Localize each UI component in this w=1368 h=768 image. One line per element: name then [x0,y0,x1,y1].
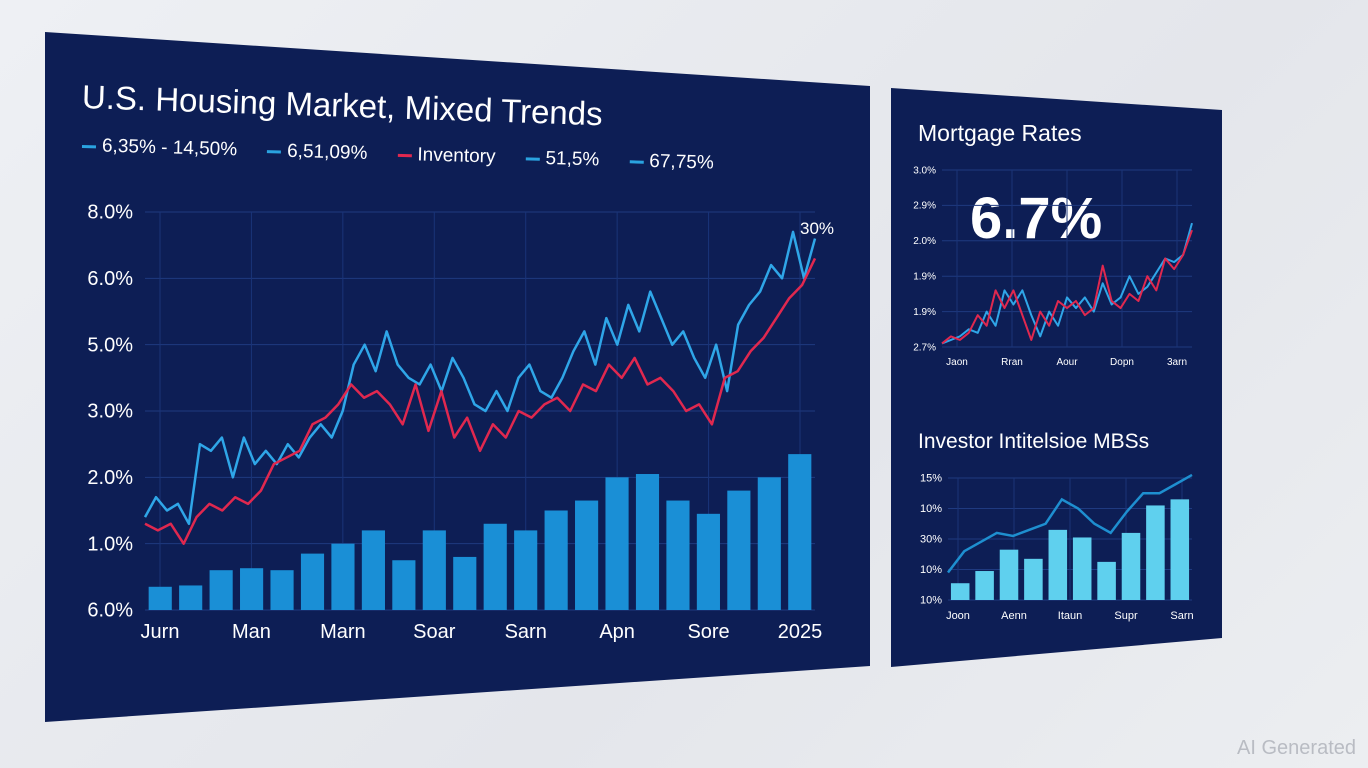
y-tick-label: 2.7% [913,342,936,353]
x-tick-label: Jaon [946,357,968,368]
mortgage-rates-title: Mortgage Rates [918,120,1082,146]
bar [727,490,751,610]
x-tick-label: 2025 [778,621,823,643]
y-tick-label: 1.9% [913,307,936,318]
bar [544,510,568,610]
x-tick-label: Soar [413,621,456,643]
bar [392,560,416,610]
x-tick-label: Man [232,621,271,643]
bar [1170,499,1190,600]
y-tick-label: 6.0% [87,268,133,290]
x-tick-label: Dopn [1110,357,1134,368]
series-line-rates [143,230,817,526]
x-tick-label: Apn [599,621,635,643]
y-tick-label: 5.0% [87,334,133,356]
x-tick-label: Sarn [505,621,547,643]
y-tick-label: 2.0% [87,467,133,489]
bar [757,477,781,610]
y-tick-label: 10% [920,564,942,576]
y-tick-label: 30% [920,534,942,546]
bar [975,571,994,600]
y-tick-label: 10% [920,503,942,515]
bar [453,556,477,610]
bar [999,549,1019,600]
y-tick-label: 1.9% [913,272,936,283]
bar [1072,537,1092,600]
bar [148,586,172,610]
bar [240,568,264,610]
x-tick-label: Rran [1001,357,1023,368]
bar [270,570,294,610]
y-tick-label: 15% [920,473,942,485]
trend-line [947,473,1193,574]
bar [1121,532,1141,600]
bar [696,513,720,610]
bar [179,585,203,610]
y-tick-label: 2.0% [913,236,936,247]
bar [666,500,690,610]
x-tick-label: Joon [946,610,970,622]
y-tick-label: 6.0% [87,600,133,622]
x-tick-label: Marn [320,621,366,643]
y-tick-label: 8.0% [87,202,133,224]
x-tick-label: Aenn [1001,610,1027,622]
bar [1146,505,1165,600]
mortgage-rate-value: 6.7% [970,186,1103,251]
bar [422,530,446,610]
bar [788,454,812,610]
bar [575,500,599,610]
bar [1024,558,1043,600]
y-tick-label: 3.0% [87,401,133,423]
y-tick-label: 1.0% [87,533,133,555]
bar [331,543,355,610]
bar [950,583,970,600]
watermark: AI Generated [1237,737,1356,759]
y-tick-label: 10% [920,595,942,607]
bar [635,474,660,610]
bar [361,530,385,610]
x-tick-label: Itaun [1058,610,1082,622]
x-tick-label: 3arn [1167,357,1187,368]
x-tick-label: Supr [1114,610,1138,622]
bar [1097,561,1116,600]
bar [209,570,233,610]
series-line-red [941,229,1193,345]
x-tick-label: Aour [1056,357,1078,368]
bar [514,530,538,610]
bar [1048,529,1068,600]
y-tick-label: 2.9% [913,201,936,212]
bar [300,553,325,610]
series-line-inventory [144,257,817,545]
x-tick-label: Sore [687,621,729,643]
investor-chart-title: Investor Intitelsioe MBSs [918,430,1150,453]
y-tick-label: 3.0% [913,165,936,176]
bar [483,523,507,610]
x-tick-label: Sarn [1170,610,1193,622]
x-tick-label: Jurn [141,621,180,643]
bar [605,477,629,610]
peak-annotation: 30% [800,219,834,238]
